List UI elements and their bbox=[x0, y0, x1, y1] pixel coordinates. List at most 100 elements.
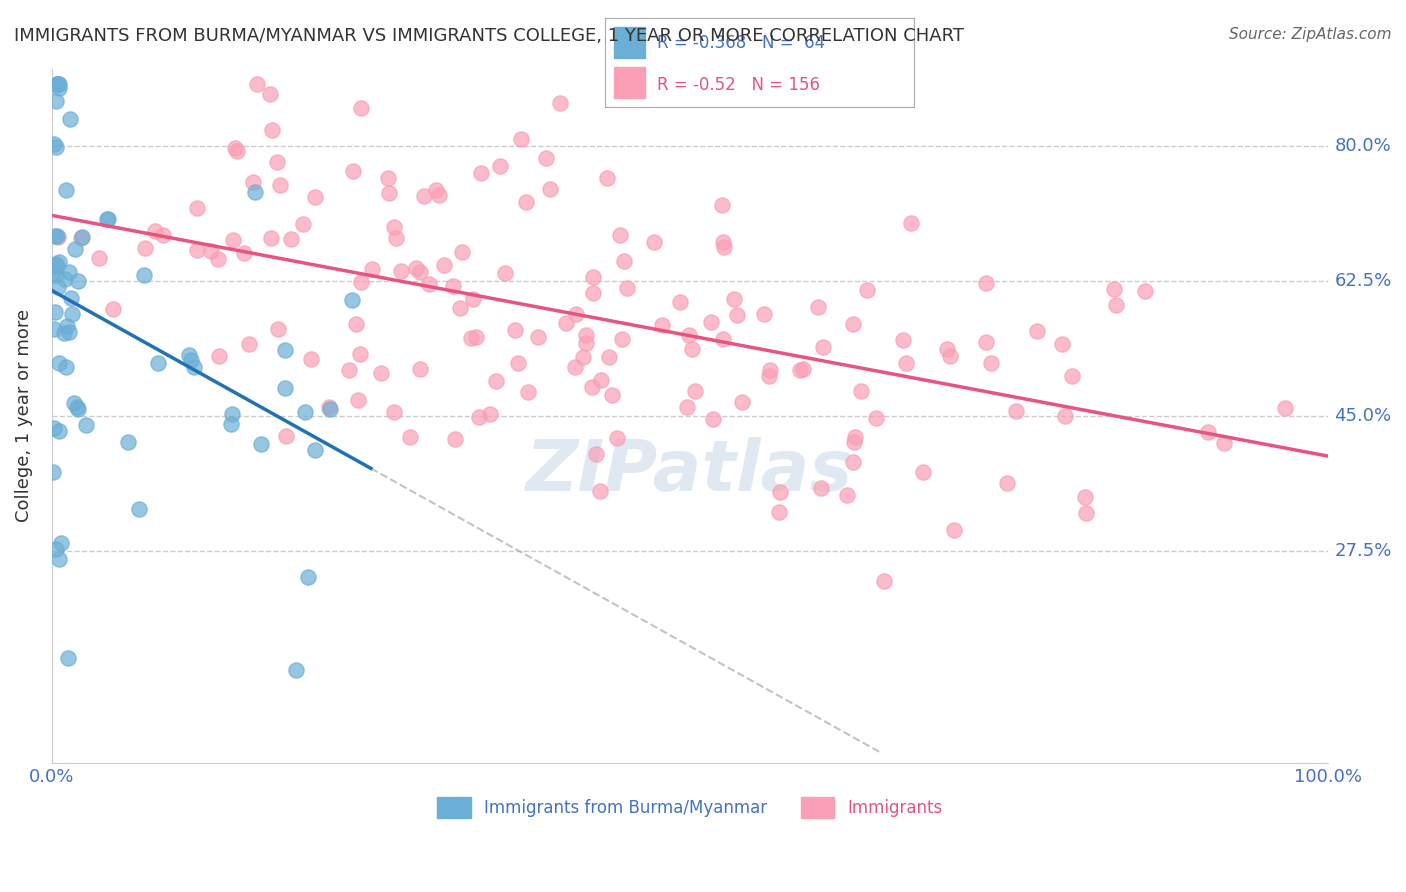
Point bbox=[1004, 404, 1026, 418]
Point bbox=[723, 293, 745, 307]
Point bbox=[66, 401, 89, 416]
Point bbox=[207, 252, 229, 267]
Point bbox=[676, 401, 699, 415]
Point bbox=[152, 227, 174, 242]
Point bbox=[598, 350, 620, 364]
Point bbox=[1074, 490, 1097, 504]
Point bbox=[221, 407, 243, 421]
Point bbox=[385, 231, 408, 245]
Point bbox=[575, 335, 598, 350]
Point bbox=[58, 650, 80, 665]
Point bbox=[1212, 436, 1234, 450]
Point bbox=[678, 328, 700, 343]
Point bbox=[1025, 325, 1047, 339]
Point bbox=[226, 144, 249, 158]
Point bbox=[370, 367, 392, 381]
Point bbox=[48, 77, 70, 91]
Point bbox=[900, 217, 922, 231]
Point bbox=[865, 411, 887, 425]
Point bbox=[180, 353, 202, 368]
Point bbox=[361, 262, 384, 277]
Point bbox=[186, 201, 208, 215]
Point bbox=[849, 384, 872, 398]
Point bbox=[177, 348, 200, 362]
Point bbox=[63, 396, 86, 410]
Point bbox=[700, 315, 723, 329]
Point bbox=[45, 257, 67, 271]
Point bbox=[494, 266, 516, 280]
Point bbox=[60, 291, 83, 305]
Point bbox=[935, 343, 957, 357]
Point bbox=[219, 417, 242, 432]
Point bbox=[609, 227, 631, 242]
Point bbox=[389, 264, 412, 278]
Point bbox=[465, 329, 488, 343]
Point bbox=[260, 231, 283, 245]
Point bbox=[58, 264, 80, 278]
Text: R = -0.52   N = 156: R = -0.52 N = 156 bbox=[657, 76, 820, 94]
Y-axis label: College, 1 year or more: College, 1 year or more bbox=[15, 310, 32, 523]
Point bbox=[769, 484, 792, 499]
Point bbox=[250, 437, 273, 451]
Point bbox=[942, 523, 965, 537]
Point bbox=[378, 186, 401, 201]
Point bbox=[681, 342, 703, 356]
Point bbox=[1135, 284, 1157, 298]
Point bbox=[382, 220, 405, 235]
Point bbox=[596, 170, 619, 185]
Point bbox=[789, 363, 811, 377]
Point bbox=[548, 95, 571, 110]
Point bbox=[759, 363, 782, 377]
Point bbox=[1050, 337, 1073, 351]
Point bbox=[468, 409, 491, 424]
Point bbox=[55, 183, 77, 197]
Point bbox=[208, 349, 231, 363]
Point bbox=[509, 132, 531, 146]
Point bbox=[238, 336, 260, 351]
Point bbox=[405, 260, 427, 275]
Point bbox=[506, 356, 529, 370]
Point bbox=[1076, 506, 1098, 520]
Point bbox=[613, 253, 636, 268]
Point bbox=[276, 428, 298, 442]
Point bbox=[427, 187, 450, 202]
Point bbox=[224, 141, 246, 155]
Point bbox=[246, 77, 269, 91]
Point bbox=[42, 421, 65, 435]
Point bbox=[460, 331, 482, 345]
Point bbox=[441, 279, 464, 293]
Point bbox=[233, 246, 256, 260]
Point bbox=[280, 231, 302, 245]
Point bbox=[48, 255, 70, 269]
Point bbox=[713, 332, 735, 346]
Point bbox=[56, 318, 79, 333]
Text: R = -0.368   N =  64: R = -0.368 N = 64 bbox=[657, 34, 825, 52]
Point bbox=[980, 356, 1002, 370]
Point bbox=[46, 229, 69, 244]
Text: IMMIGRANTS FROM BURMA/MYANMAR VS IMMIGRANTS COLLEGE, 1 YEAR OR MORE CORRELATION : IMMIGRANTS FROM BURMA/MYANMAR VS IMMIGRA… bbox=[14, 27, 965, 45]
Point bbox=[55, 359, 77, 374]
Point bbox=[683, 384, 706, 398]
Point bbox=[651, 318, 673, 332]
Point bbox=[589, 483, 612, 498]
Point bbox=[132, 268, 155, 283]
Point bbox=[600, 388, 623, 402]
Point bbox=[451, 245, 474, 260]
Point bbox=[75, 418, 97, 433]
Point bbox=[269, 178, 291, 193]
Point bbox=[610, 332, 633, 346]
Point bbox=[418, 277, 440, 291]
Point bbox=[554, 316, 576, 330]
Legend: Immigrants from Burma/Myanmar, Immigrants: Immigrants from Burma/Myanmar, Immigrant… bbox=[430, 790, 949, 824]
Point bbox=[294, 405, 316, 419]
Point bbox=[444, 432, 467, 446]
Point bbox=[259, 87, 281, 101]
Point bbox=[183, 359, 205, 374]
Point bbox=[752, 307, 775, 321]
Point bbox=[1054, 409, 1077, 423]
Point bbox=[669, 295, 692, 310]
Text: ZIPatlas: ZIPatlas bbox=[526, 437, 853, 506]
Point bbox=[581, 380, 603, 394]
Point bbox=[200, 244, 222, 259]
Point bbox=[46, 259, 69, 273]
